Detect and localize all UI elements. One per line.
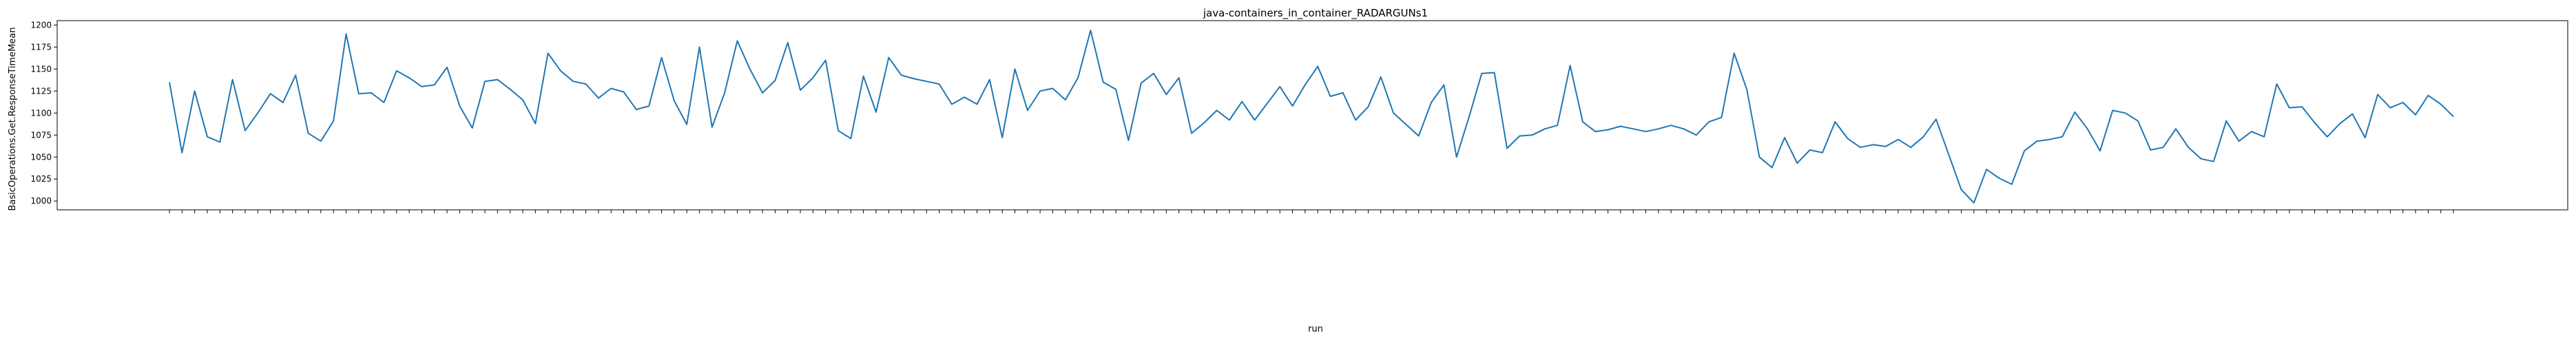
series-line [169, 30, 2454, 204]
plot-frame [56, 20, 2568, 211]
y-tick-label: 1175 [30, 42, 52, 52]
y-tick-label: 1200 [30, 20, 52, 30]
plot-area: 1000 1025 1050 1075 1100 1125 1150 1175 1200 [30, 20, 2568, 213]
y-tick-label: 1075 [30, 130, 52, 140]
y-axis-label: BasicOperations.Get.ResponseTimeMean [8, 28, 18, 211]
chart-title: java-containers_in_container_RADARGUNs1 [1203, 7, 1428, 20]
y-tick-label: 1125 [30, 86, 52, 96]
y-tick-label: 1100 [30, 108, 52, 118]
y-tick-label: 1025 [30, 174, 52, 184]
x-axis-label: run [1308, 324, 1323, 334]
y-tick-label: 1000 [30, 196, 52, 206]
y-tick-label: 1150 [30, 64, 52, 74]
y-tick-label: 1050 [30, 152, 52, 162]
